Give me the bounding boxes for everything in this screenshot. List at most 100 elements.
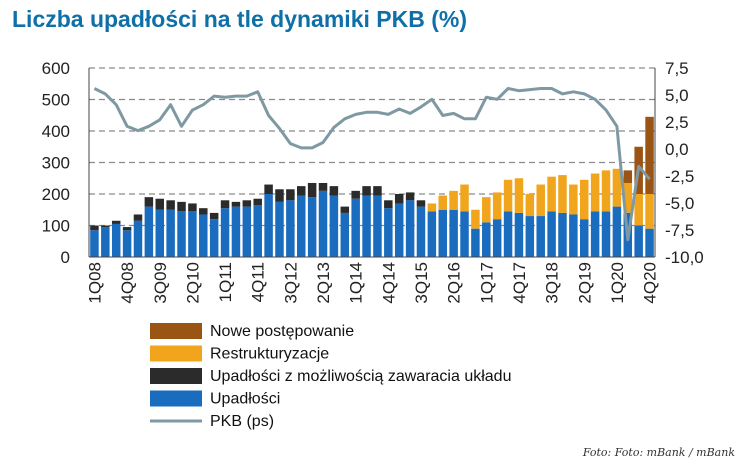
legend-label: Nowe postępowanie: [210, 323, 354, 340]
x-tick-label: 3Q09: [151, 262, 170, 304]
bar-upadlosci: [231, 206, 241, 257]
bar-upadlosci: [580, 219, 589, 257]
bar-nowe: [645, 116, 654, 194]
bar-upadlosci: [525, 216, 535, 257]
x-tick-label: 4Q11: [249, 262, 268, 302]
bar-uklad: [394, 194, 404, 204]
bar-uklad: [199, 208, 208, 215]
bar-restrukturyzacje: [569, 184, 578, 215]
x-tick-label: 4Q14: [379, 262, 398, 304]
bar-nowe-legend-swatch: [150, 323, 202, 339]
x-tick-label: 3Q18: [543, 262, 562, 304]
bar-restrukturyzacje: [558, 175, 567, 213]
bar-upadlosci: [416, 206, 426, 257]
legend-label: PKB (ps): [210, 413, 274, 430]
bar-upadlosci-legend-swatch: [150, 390, 202, 407]
bar-uklad: [177, 201, 186, 212]
bar-restrukturyzacje: [427, 203, 437, 212]
bar-uklad: [122, 227, 132, 231]
x-tick-label: 4Q17: [510, 262, 529, 304]
bar-restrukturyzacje: [449, 190, 458, 210]
bar-restrukturyzacje: [601, 170, 611, 212]
bar-upadlosci: [427, 211, 437, 257]
x-tick-label: 3Q15: [412, 262, 431, 304]
pkb-line: [93, 87, 651, 242]
bar-restrukturyzacje: [612, 168, 622, 207]
x-tick-label: 1Q20: [608, 262, 627, 304]
x-tick-label: 4Q20: [641, 262, 660, 304]
bar-uklad: [90, 225, 99, 231]
chart-title: Liczba upadłości na tle dynamiki PKB (%): [12, 6, 467, 32]
bar-restrukturyzacje: [536, 184, 545, 217]
source-credit: Foto: Foto: mBank / mBank: [582, 446, 735, 459]
y-left-tick-label: 200: [42, 185, 70, 204]
x-tick-label: 1Q14: [347, 262, 366, 304]
bar-uklad: [351, 190, 360, 199]
bar-upadlosci: [394, 203, 404, 257]
bar-upadlosci: [275, 201, 284, 257]
bar-uklad: [111, 220, 121, 224]
bar-upadlosci: [188, 211, 197, 257]
bar-upadlosci: [405, 200, 415, 257]
bar-upadlosci: [264, 194, 273, 257]
bar-upadlosci: [351, 198, 360, 257]
bar-upadlosci: [384, 208, 393, 257]
bar-restrukturyzacje: [514, 178, 524, 213]
y-left-tick-label: 500: [42, 91, 70, 110]
x-tick-label: 3Q12: [281, 262, 300, 304]
bar-uklad: [329, 186, 339, 196]
bar-upadlosci: [460, 211, 469, 257]
bars: [90, 116, 654, 257]
bar-upadlosci: [547, 211, 556, 257]
bar-nowe: [623, 170, 633, 183]
y-right-tick-label: 5,0: [665, 86, 689, 105]
x-tick-label: 2Q16: [445, 262, 464, 304]
bar-upadlosci: [645, 228, 654, 257]
bar-upadlosci: [111, 223, 121, 257]
bar-uklad: [101, 225, 110, 228]
bar-uklad: [405, 192, 415, 201]
bar-upadlosci: [242, 206, 252, 257]
bar-uklad: [362, 186, 371, 196]
x-tick-label: 1Q11: [216, 262, 235, 302]
bar-restrukturyzacje: [634, 194, 643, 226]
bar-restrukturyzacje: [645, 194, 654, 229]
bar-restrukturyzacje: [471, 209, 480, 229]
bar-upadlosci: [340, 212, 350, 257]
y-left-tick-label: 300: [42, 154, 70, 173]
legend: Nowe postępowanie Restrukturyzacje Upadłoś…: [150, 323, 511, 430]
x-tick-label: 1Q08: [85, 262, 104, 304]
bar-uklad: [286, 189, 295, 201]
bar-upadlosci: [101, 227, 110, 257]
x-tick-label: 4Q08: [118, 262, 137, 304]
bar-uklad: [275, 189, 284, 202]
bar-uklad: [220, 200, 230, 209]
y-right-tick-label: -7,5: [665, 221, 694, 240]
axes: 0 100 200 300 400 500 600 -10,0 -7,5 -5,0 -2,5 0,0 2…: [42, 59, 704, 304]
bar-upadlosci: [601, 211, 611, 257]
x-tick-label: 2Q19: [575, 262, 594, 304]
y-right-tick-label: 7,5: [665, 59, 689, 78]
bar-upadlosci: [220, 208, 230, 257]
bar-upadlosci: [177, 211, 186, 257]
y-right-tick-label: 0,0: [665, 140, 689, 159]
bar-upadlosci: [253, 205, 262, 257]
y-left-tick-label: 0: [61, 248, 70, 267]
bar-upadlosci: [362, 195, 371, 257]
bar-upadlosci: [590, 211, 600, 257]
bar-upadlosci: [144, 206, 154, 257]
bar-upadlosci: [438, 209, 447, 257]
y-right-tick-label: -10,0: [665, 248, 704, 267]
bar-upadlosci: [503, 211, 513, 257]
bar-upadlosci: [634, 225, 643, 257]
bar-restrukturyzacje: [460, 184, 469, 212]
bar-upadlosci: [612, 206, 622, 257]
bar-upadlosci: [199, 214, 208, 257]
bar-uklad: [155, 198, 164, 210]
bar-upadlosci: [133, 220, 143, 257]
bar-upadlosci: [514, 212, 524, 257]
bar-upadlosci: [155, 209, 164, 257]
bar-upadlosci: [569, 214, 578, 257]
bar-uklad: [264, 184, 273, 194]
